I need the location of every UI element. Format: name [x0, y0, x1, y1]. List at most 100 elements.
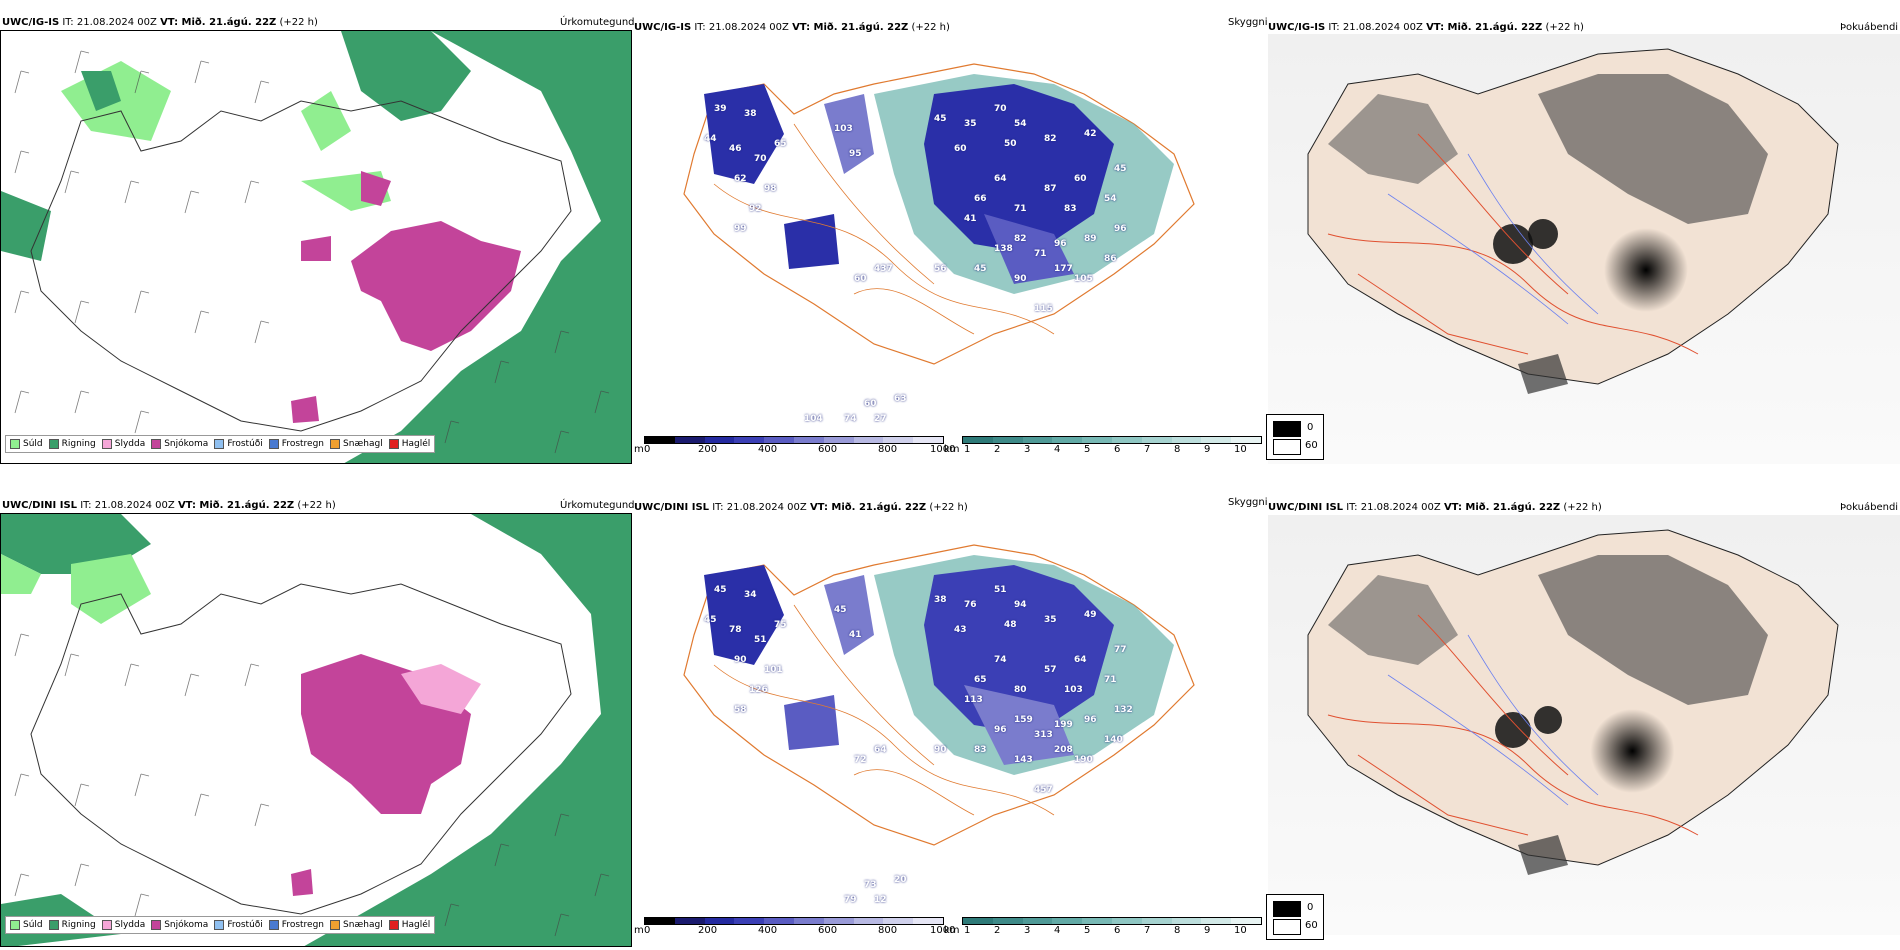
tick-label: 3	[1024, 925, 1031, 936]
visibility-value-label: 60	[1074, 174, 1087, 184]
visibility-value-label: 71	[1104, 675, 1117, 685]
visibility-value-label: 48	[1004, 620, 1017, 630]
visibility-value-label: 190	[1074, 755, 1093, 765]
legend-item: Snjókoma	[151, 439, 208, 449]
visibility-value-label: 73	[864, 880, 877, 890]
fog-low-swatch	[1273, 439, 1301, 455]
tick-label: 2	[994, 444, 1001, 455]
fog-title-r1: Þokuábendi	[1840, 22, 1899, 33]
legend-item: Snjókoma	[151, 920, 208, 930]
visibility-value-label: 199	[1054, 720, 1073, 730]
init-time: IT: 21.08.2024 00Z	[1346, 502, 1441, 513]
legend-item: Rigning	[48, 439, 96, 449]
fog-title-r2: Þokuábendi	[1840, 502, 1899, 513]
visibility-value-label: 38	[934, 595, 947, 605]
fog-low-label: 60	[1305, 920, 1318, 931]
visibility-value-label: 71	[1014, 204, 1027, 214]
legend-item: Frostregn	[268, 920, 324, 930]
precip-map-svg	[1, 31, 631, 463]
tick-label: 5	[1084, 925, 1091, 936]
valid-time: VT: Mið. 21.ágú. 22Z	[1443, 502, 1561, 513]
model-name: UWC/IG-IS	[2, 17, 60, 28]
fog-legend-r2: 0 60	[1266, 894, 1324, 940]
visibility-value-label: 313	[1034, 730, 1053, 740]
visibility-value-label: 98	[764, 184, 777, 194]
visibility-value-label: 79	[844, 895, 857, 905]
init-time: IT: 21.08.2024 00Z	[62, 17, 157, 28]
visibility-value-label: 90	[1014, 274, 1027, 284]
tick-label: 1	[964, 444, 971, 455]
tick-label: 600	[818, 444, 838, 455]
visibility-value-label: 60	[864, 399, 877, 409]
visibility-value-label: 58	[734, 705, 747, 715]
visibility-value-label: 45	[834, 605, 847, 615]
visibility-value-label: 132	[1114, 705, 1133, 715]
valid-time: VT: Mið. 21.ágú. 22Z	[1426, 22, 1543, 33]
precip-title-r1: Úrkomutegund	[560, 17, 635, 28]
visibility-value-label: 12	[874, 895, 887, 905]
fog-map-svg	[1307, 529, 1839, 875]
tick-label: 6	[1114, 925, 1121, 936]
header-visibility-r1: UWC/IG-IS IT: 21.08.2024 00Z VT: Mið. 21…	[634, 22, 950, 34]
visibility-colorbar-r1: km 1 2 3 4 5 6 7 8 9 10	[944, 436, 1266, 458]
cloudbase-unit: m	[634, 444, 644, 455]
legend-item: Slydda	[101, 920, 145, 930]
tick-label: 3	[1024, 444, 1031, 455]
lead-time: (+22 h)	[297, 500, 336, 511]
visibility-strip	[962, 436, 1262, 444]
tick-label: 600	[818, 925, 838, 936]
valid-time: VT: Mið. 21.ágú. 22Z	[177, 500, 295, 511]
fog-high-label: 0	[1307, 422, 1314, 433]
cloudbase-strip	[644, 917, 944, 925]
fog-legend-r1: 0 60	[1266, 414, 1324, 460]
fog-high-label: 0	[1307, 902, 1314, 913]
visibility-value-label: 65	[974, 675, 987, 685]
init-time: IT: 21.08.2024 00Z	[1328, 22, 1423, 33]
visibility-value-label: 96	[1084, 715, 1097, 725]
visibility-value-label: 82	[1014, 234, 1027, 244]
visibility-unit: km	[944, 444, 960, 455]
visibility-value-label: 64	[1074, 655, 1087, 665]
visibility-value-label: 74	[994, 655, 1007, 665]
header-fog-r2: UWC/DINI ISL IT: 21.08.2024 00Z VT: Mið.…	[1268, 502, 1602, 514]
lead-time: (+22 h)	[929, 502, 968, 513]
tick-label: 0	[644, 444, 651, 455]
visibility-value-label: 51	[994, 585, 1007, 595]
tick-label: 400	[758, 925, 778, 936]
visibility-value-label: 66	[974, 194, 987, 204]
visibility-value-label: 72	[854, 755, 867, 765]
model-name: UWC/DINI ISL	[2, 500, 78, 511]
cloudbase-colorbar-r1: m 0 200 400 600 800 1000	[634, 436, 955, 458]
visibility-value-label: 42	[1084, 129, 1097, 139]
tick-label: 8	[1174, 444, 1181, 455]
model-name: UWC/DINI ISL	[634, 502, 710, 513]
visibility-value-label: 83	[974, 745, 987, 755]
tick-label: 2	[994, 925, 1001, 936]
visibility-value-label: 60	[954, 144, 967, 154]
tick-label: 10	[1234, 444, 1247, 455]
legend-item: Súld	[10, 920, 43, 930]
precip-map-r1: Súld Rigning Slydda Snjókoma Frostúði Fr…	[0, 30, 632, 464]
visibility-value-label: 92	[749, 204, 762, 214]
tick-label: 4	[1054, 444, 1061, 455]
precip-title-r2: Úrkomutegund	[560, 500, 635, 511]
init-time: IT: 21.08.2024 00Z	[712, 502, 807, 513]
precip-map-r2: Súld Rigning Slydda Snjókoma Frostúði Fr…	[0, 513, 632, 947]
tick-label: 5	[1084, 444, 1091, 455]
visibility-value-label: 96	[994, 725, 1007, 735]
visibility-value-label: 89	[1084, 234, 1097, 244]
tick-label: 7	[1144, 925, 1151, 936]
cloudbase-colorbar-r2: m 0 200 400 600 800 1000	[634, 917, 955, 939]
legend-item: Slydda	[101, 439, 145, 449]
tick-label: 1000	[930, 444, 956, 455]
tick-label: 800	[878, 444, 898, 455]
visibility-value-label: 74	[844, 414, 857, 424]
visibility-value-label: 94	[1014, 600, 1027, 610]
header-visibility-r2: UWC/DINI ISL IT: 21.08.2024 00Z VT: Mið.…	[634, 502, 968, 514]
visibility-value-label: 104	[804, 414, 823, 424]
visibility-value-label: 177	[1054, 264, 1073, 274]
visibility-value-label: 64	[874, 745, 887, 755]
visibility-value-label: 62	[734, 174, 747, 184]
visibility-value-label: 50	[1004, 139, 1017, 149]
legend-item: Frostúði	[214, 439, 263, 449]
